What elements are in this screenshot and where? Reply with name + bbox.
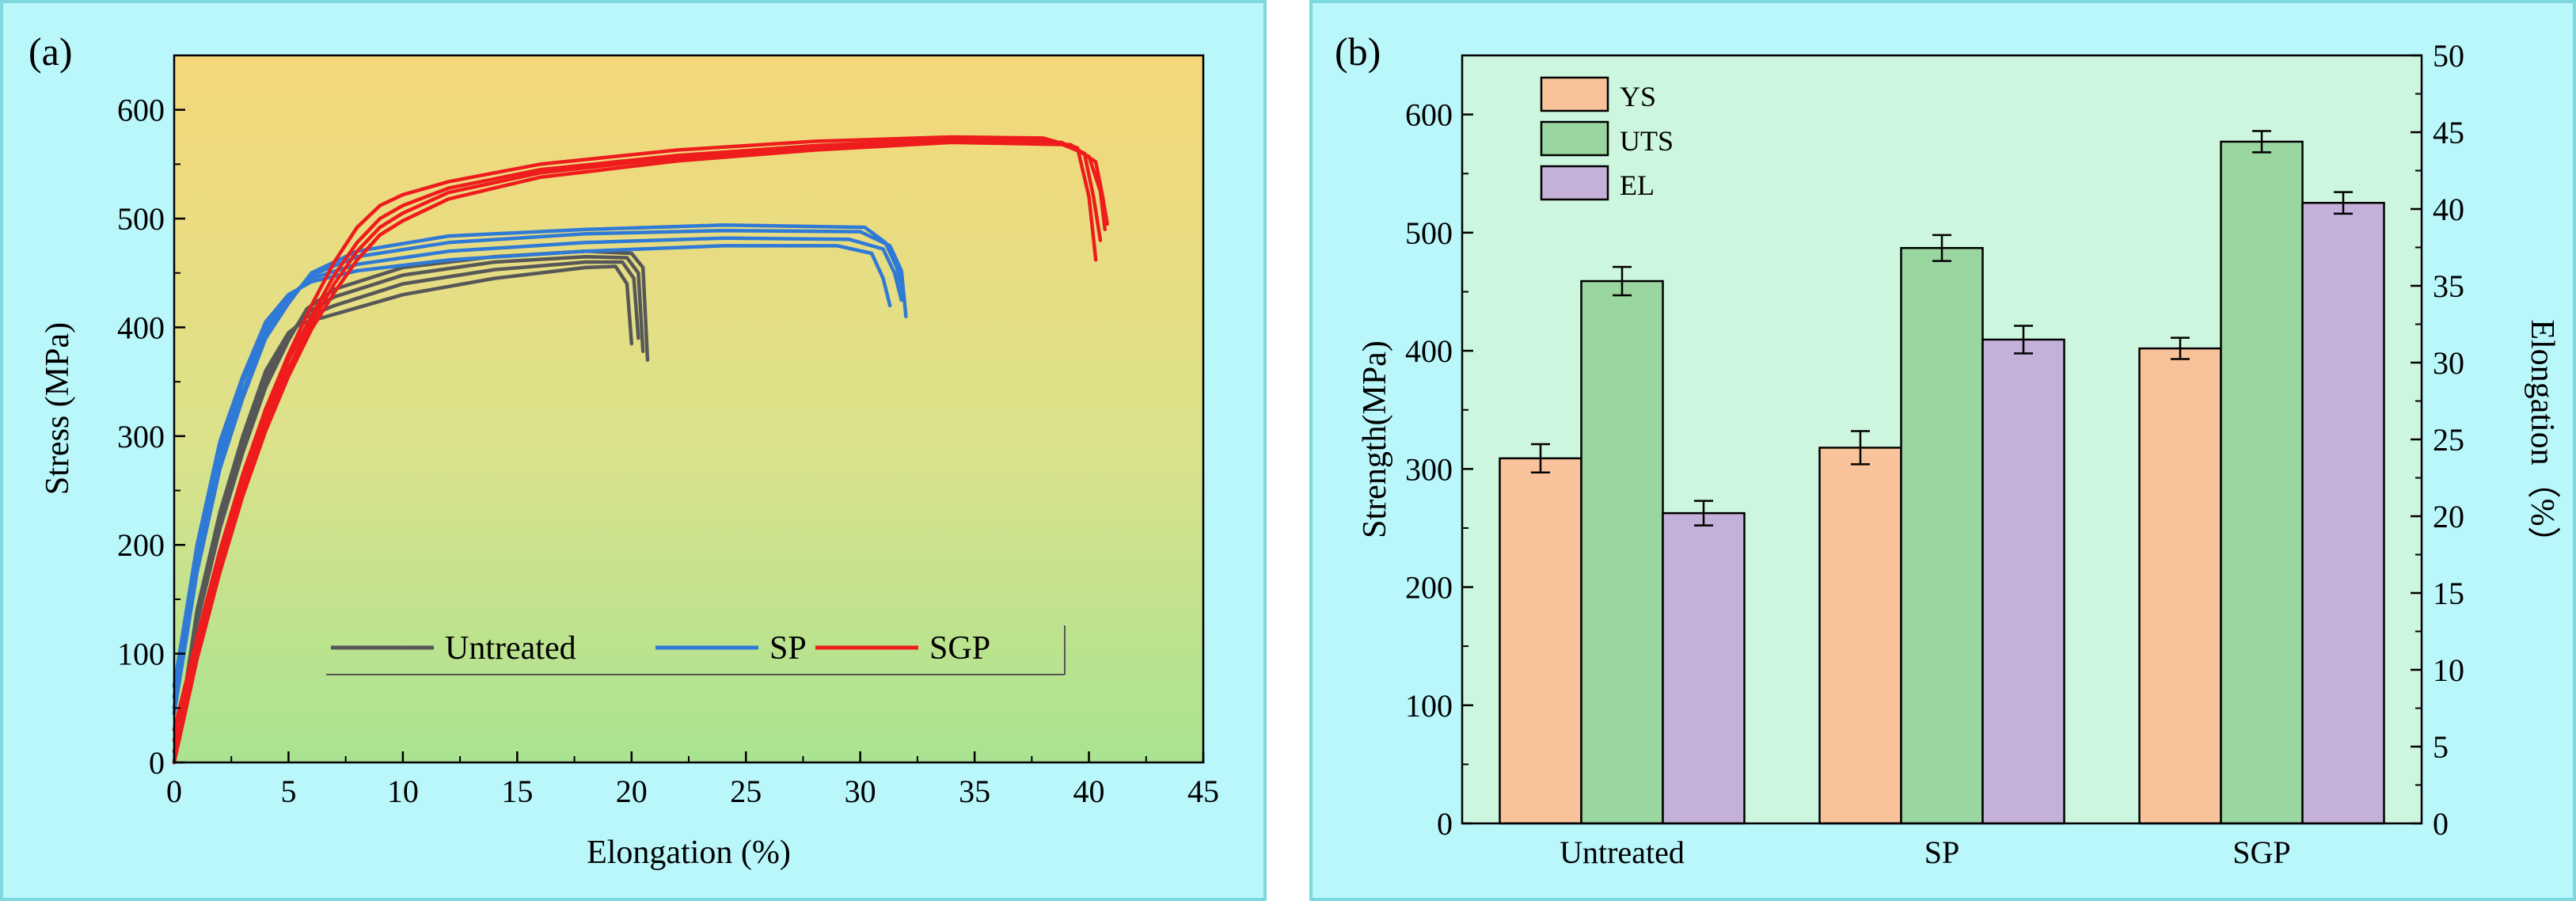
error-bar-ys-sp: [1851, 430, 1870, 466]
y2-tick-label-b: 20: [2433, 499, 2464, 534]
legend-a-label-sgp: SGP: [929, 630, 990, 667]
x-tick-label-a: 30: [845, 774, 876, 809]
legend-b-swatch-el: [1540, 165, 1609, 201]
y2-axis-title-b: Elongation（%）: [2524, 319, 2560, 559]
legend-b-label-uts: UTS: [1620, 125, 1674, 157]
y2-tick-label-b: 45: [2433, 115, 2464, 150]
error-bar-el-sp: [2014, 325, 2033, 355]
legend-a-label-untreated: Untreated: [445, 630, 576, 667]
panel-label-a: (a): [28, 29, 73, 74]
x-tick-label-a: 10: [387, 774, 419, 809]
y2-tick-label-b: 40: [2433, 192, 2464, 227]
chart-b: Untreated SP SGP 0 100 200 300 400 500 600 0 5 10 15…: [1309, 0, 2576, 901]
category-label-sgp: SGP: [2232, 834, 2290, 870]
y-tick-label-a: 500: [117, 201, 165, 237]
y-tick-label-b: 400: [1405, 333, 1453, 369]
y2-tick-label-b: 35: [2433, 268, 2464, 304]
legend-b-label-el: EL: [1620, 169, 1655, 201]
x-tick-label-a: 20: [616, 774, 648, 809]
y-tick-label-a: 600: [117, 93, 165, 128]
legend-b-swatch-uts: [1540, 120, 1609, 157]
y-tick-label-b: 600: [1405, 97, 1453, 133]
panel-a: 0 5 10 15 20 25 30 35 40 45 0 100 200 300 400 500 600 (a…: [0, 0, 1267, 901]
y-tick-label-b: 300: [1405, 451, 1453, 487]
bar-el-untreated: [1662, 511, 1746, 825]
error-bar-ys-untreated: [1531, 443, 1550, 474]
y2-tick-label-b: 30: [2433, 345, 2464, 381]
legend-b-swatch-ys: [1540, 76, 1609, 112]
bar-el-sgp: [2301, 201, 2385, 825]
y2-tick-label-b: 15: [2433, 576, 2464, 611]
x-tick-label-a: 5: [280, 774, 296, 809]
x-tick-label-a: 0: [166, 774, 182, 809]
category-label-sp: SP: [1924, 834, 1960, 870]
y2-tick-label-b: 10: [2433, 652, 2464, 688]
y2-tick-label-b: 0: [2433, 806, 2449, 842]
panel-b: Untreated SP SGP 0 100 200 300 400 500 600 0 5 10 15…: [1309, 0, 2576, 901]
y-tick-label-a: 300: [117, 419, 165, 454]
plot-area-a: [174, 55, 1203, 762]
legend-a-label-sp: SP: [769, 630, 807, 667]
bar-uts-sp: [1900, 246, 1984, 825]
y-tick-label-b: 200: [1405, 570, 1453, 606]
y-tick-label-a: 200: [117, 527, 165, 563]
y-axis-title-a: Stress (MPa): [40, 322, 76, 495]
panel-label-b: (b): [1335, 29, 1381, 74]
x-tick-label-a: 40: [1073, 774, 1105, 809]
error-bar-uts-untreated: [1613, 265, 1632, 297]
legend-a: Untreated SP SGP: [326, 625, 1066, 675]
legend-b-label-ys: YS: [1620, 81, 1656, 112]
error-bar-el-sgp: [2334, 191, 2353, 215]
y-tick-label-b: 0: [1437, 806, 1453, 842]
y-tick-label-a: 0: [149, 745, 165, 781]
chart-a: 0 5 10 15 20 25 30 35 40 45 0 100 200 300 400 500 600 (a…: [0, 0, 1267, 901]
x-tick-label-a: 35: [959, 774, 990, 809]
y-tick-label-b: 100: [1405, 688, 1453, 724]
bar-uts-sgp: [2220, 140, 2304, 825]
category-label-untreated: Untreated: [1560, 834, 1685, 870]
y2-tick-label-b: 25: [2433, 422, 2464, 458]
legend-b: YS UTS EL: [1540, 76, 1674, 201]
y-tick-label-b: 500: [1405, 215, 1453, 251]
error-bar-uts-sp: [1932, 234, 1951, 262]
error-bar-ys-sgp: [2171, 336, 2190, 360]
curve-sp-1: [172, 244, 892, 689]
x-tick-label-a: 15: [501, 774, 533, 809]
bar-ys-sgp: [2138, 347, 2222, 825]
y2-tick-label-b: 50: [2433, 38, 2464, 74]
curve-sgp-3: [172, 139, 1108, 754]
bar-uts-untreated: [1580, 279, 1664, 825]
curve-sp-2: [172, 236, 903, 699]
bar-el-sp: [1981, 338, 2065, 825]
y2-tick-label-b: 5: [2433, 729, 2449, 765]
error-bar-el-untreated: [1694, 500, 1713, 527]
y-axis-title-b: Strength(MPa): [1357, 340, 1393, 538]
x-tick-label-a: 45: [1187, 774, 1219, 809]
bar-ys-untreated: [1499, 457, 1582, 825]
bar-ys-sp: [1818, 447, 1902, 825]
y-tick-label-a: 400: [117, 310, 165, 345]
y-tick-label-a: 100: [117, 637, 165, 672]
x-tick-label-a: 25: [730, 774, 762, 809]
curve-sgp-1: [172, 135, 1098, 732]
curve-sgp-4: [172, 140, 1109, 765]
error-bar-uts-sgp: [2252, 130, 2271, 154]
x-axis-title-a: Elongation (%): [587, 834, 791, 871]
